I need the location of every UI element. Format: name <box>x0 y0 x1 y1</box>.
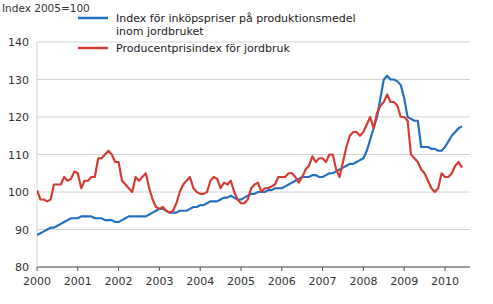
y-axis-label: Index 2005=100 <box>2 2 90 14</box>
x-tick-label: 2004 <box>186 275 214 288</box>
x-tick <box>118 267 119 271</box>
series-line <box>37 76 462 235</box>
x-tick-label: 2007 <box>309 275 337 288</box>
x-tick-label: 2003 <box>145 275 173 288</box>
legend-label: Producentprisindex för jordbruk <box>116 42 291 55</box>
x-tick <box>445 267 446 271</box>
grid-line <box>37 229 470 230</box>
legend-swatch <box>78 47 108 50</box>
legend-swatch <box>78 17 108 20</box>
grid-line <box>37 192 470 193</box>
chart: Index 2005=100 80 90 100 110 120 130 140 2000 200… <box>0 0 493 304</box>
x-tick <box>200 267 201 271</box>
x-tick <box>159 267 160 271</box>
x-tick <box>281 267 282 271</box>
legend-line: inom jordbruket <box>116 25 204 38</box>
x-tick <box>322 267 323 271</box>
x-tick-label: 2002 <box>105 275 133 288</box>
y-tick-label: 90 <box>15 224 29 237</box>
grid-line <box>37 267 470 268</box>
grid-line <box>37 154 470 155</box>
x-tick <box>404 267 405 271</box>
x-tick-label: 2008 <box>349 275 377 288</box>
x-tick-label: 2006 <box>268 275 296 288</box>
y-axis <box>37 42 38 267</box>
x-tick-label: 2010 <box>431 275 459 288</box>
legend-line: Producentprisindex för jordbruk <box>116 42 291 55</box>
legend-line: Index för inköpspriser på produktionsmed… <box>116 12 356 25</box>
y-tick-label: 110 <box>8 149 29 162</box>
series-line <box>37 95 462 213</box>
x-tick-label: 2009 <box>390 275 418 288</box>
x-tick <box>241 267 242 271</box>
y-tick-label: 100 <box>8 186 29 199</box>
x-tick-label: 2001 <box>64 275 92 288</box>
x-axis <box>37 267 470 268</box>
x-tick <box>37 267 38 271</box>
x-tick-label: 2000 <box>23 275 51 288</box>
y-tick-label: 130 <box>8 74 29 87</box>
x-tick <box>363 267 364 271</box>
y-tick-label: 140 <box>8 36 29 49</box>
plot-area <box>37 76 462 235</box>
x-tick-label: 2005 <box>227 275 255 288</box>
grid-line <box>37 79 470 80</box>
y-tick-label: 120 <box>8 111 29 124</box>
legend-label: Index för inköpspriser på produktionsmed… <box>116 12 356 38</box>
x-tick <box>77 267 78 271</box>
y-tick-label: 80 <box>15 261 29 274</box>
